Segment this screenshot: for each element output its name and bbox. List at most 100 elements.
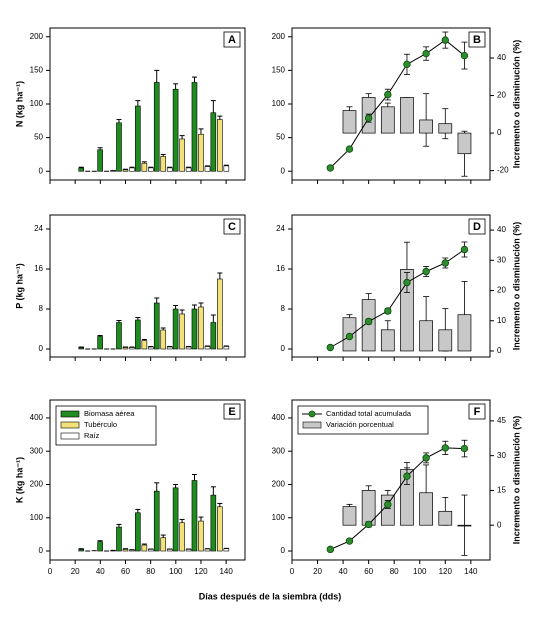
y-tick-label: 200 xyxy=(30,480,44,489)
point xyxy=(423,455,430,462)
bar xyxy=(205,347,210,350)
legend-label: Tubérculo xyxy=(84,420,117,429)
bar xyxy=(180,139,185,171)
bar xyxy=(123,170,128,171)
y-tick-label: 150 xyxy=(272,65,286,74)
y-tick-label: 300 xyxy=(272,446,286,455)
panel-letter: F xyxy=(474,406,481,418)
bar xyxy=(192,82,197,171)
y2-tick-label: 40 xyxy=(497,53,506,62)
bar xyxy=(142,545,147,551)
y-axis-label: N (kg ha⁻¹) xyxy=(14,81,24,127)
bar xyxy=(173,309,178,349)
x-tick-label: 140 xyxy=(219,567,233,576)
legend-label: Cantidad total acumulada xyxy=(326,409,412,418)
y-tick-label: 24 xyxy=(34,224,43,233)
y-tick-label: 24 xyxy=(276,224,285,233)
bar xyxy=(142,341,147,350)
bar xyxy=(161,538,166,551)
y2-tick-label: 30 xyxy=(497,451,506,460)
y-axis-label: P (kg ha⁻¹) xyxy=(14,263,24,309)
bar xyxy=(420,493,433,525)
point xyxy=(442,445,449,452)
x-tick-label: 100 xyxy=(413,567,427,576)
point xyxy=(385,91,392,98)
x-tick-label: 60 xyxy=(121,567,130,576)
y2-tick-label: 20 xyxy=(497,286,506,295)
point xyxy=(442,260,449,267)
bar xyxy=(173,488,178,551)
y2-tick-label: 0 xyxy=(497,520,502,529)
bar xyxy=(186,347,191,349)
point xyxy=(346,146,353,153)
panel-letter: C xyxy=(228,221,236,233)
bar xyxy=(142,163,147,171)
point xyxy=(461,445,468,452)
bar xyxy=(161,156,166,171)
point xyxy=(385,501,392,508)
bar xyxy=(129,550,134,551)
bar xyxy=(79,549,84,551)
bar xyxy=(217,119,222,171)
bar xyxy=(211,323,216,350)
bar xyxy=(211,495,216,551)
bar xyxy=(167,549,172,551)
y-tick-label: 150 xyxy=(30,65,44,74)
bar xyxy=(123,549,128,551)
bar xyxy=(192,309,197,349)
bar xyxy=(79,348,84,350)
y2-tick-label: 0 xyxy=(497,346,502,355)
bar xyxy=(217,507,222,551)
bar xyxy=(186,549,191,551)
bar xyxy=(129,168,134,171)
legend-label: Raíz xyxy=(84,431,100,440)
x-tick-label: 20 xyxy=(71,567,80,576)
x-tick-label: 40 xyxy=(339,567,348,576)
x-tick-label: 100 xyxy=(169,567,183,576)
y-tick-label: 0 xyxy=(39,344,44,353)
point xyxy=(461,52,468,59)
bar xyxy=(79,168,84,171)
y-tick-label: 0 xyxy=(39,546,44,555)
bar xyxy=(154,491,159,551)
y-tick-label: 50 xyxy=(276,133,285,142)
bar xyxy=(154,303,159,349)
line xyxy=(330,448,464,549)
point xyxy=(365,521,372,528)
y-tick-label: 100 xyxy=(272,99,286,108)
y-tick-label: 200 xyxy=(272,32,286,41)
bar xyxy=(224,166,229,171)
point xyxy=(327,546,334,553)
bar xyxy=(343,111,356,134)
bar xyxy=(420,120,433,133)
point xyxy=(346,538,353,545)
y-tick-label: 300 xyxy=(30,446,44,455)
y2-tick-label: -20 xyxy=(497,166,509,175)
x-tick-label: 140 xyxy=(464,567,478,576)
point xyxy=(423,50,430,57)
point xyxy=(327,165,334,172)
bar xyxy=(205,549,210,551)
bar xyxy=(129,348,134,350)
y2-tick-label: 40 xyxy=(497,225,506,234)
y-tick-label: 0 xyxy=(281,344,286,353)
bar xyxy=(167,168,172,171)
y-tick-label: 0 xyxy=(281,546,286,555)
y-tick-label: 16 xyxy=(276,264,285,273)
y2-tick-label: 0 xyxy=(497,128,502,137)
bar xyxy=(381,330,394,351)
y2-tick-label: 20 xyxy=(497,91,506,100)
bar xyxy=(198,307,203,349)
bar xyxy=(135,106,140,171)
y-tick-label: 400 xyxy=(30,413,44,422)
bar xyxy=(458,315,471,351)
bar xyxy=(343,507,356,526)
bar xyxy=(439,330,452,351)
y2-tick-label: 10 xyxy=(497,316,506,325)
bar xyxy=(116,527,121,551)
bar xyxy=(148,347,153,349)
